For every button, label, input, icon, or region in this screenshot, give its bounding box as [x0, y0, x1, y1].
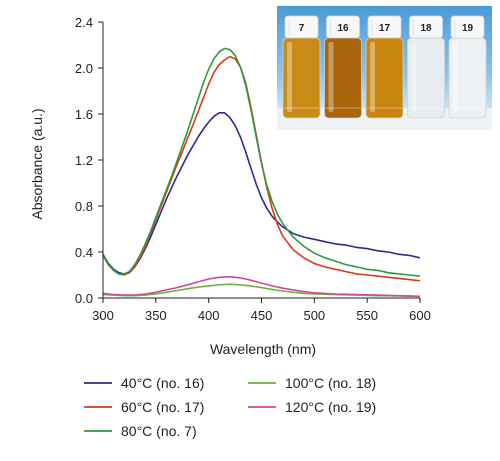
y-axis-label: Absorbance (a.u.): [29, 108, 45, 219]
legend-label-2: 60°C (no. 17): [121, 399, 204, 415]
legend-label-4: 100°C (no. 18): [285, 375, 376, 391]
series-line-3: [102, 47, 421, 277]
series-line-5: [102, 275, 421, 298]
y-tick-label: 2.4: [75, 15, 93, 30]
series-line-1: [102, 112, 421, 275]
legend-label-5: 120°C (no. 19): [285, 399, 376, 415]
axes: 300 350 400 450 500 550 600 0.0 0.4 0.8 1.2 1.6 2.0 2…: [75, 15, 431, 323]
vial-body: [448, 37, 487, 119]
vial-body: [365, 37, 404, 119]
vial-label-4: 18: [420, 23, 432, 34]
legend-label-1: 40°C (no. 16): [121, 375, 204, 391]
x-axis-label: Wavelength (nm): [210, 341, 316, 357]
x-tick-label: 300: [92, 308, 114, 323]
vial-body: [282, 37, 321, 119]
y-tick-label: 0.8: [75, 199, 93, 214]
vial-2: 16: [324, 15, 362, 119]
vial-highlight: [370, 42, 375, 112]
series-line-2: [102, 55, 421, 282]
vial-highlight: [411, 42, 417, 112]
vial-3: 17: [365, 15, 404, 119]
x-tick-label: 350: [145, 308, 167, 323]
x-tick-label: 500: [303, 308, 325, 323]
legend: 40°C (no. 16) 60°C (no. 17) 80°C (no. 7) 10…: [84, 375, 376, 439]
vial-5: 19: [448, 15, 487, 119]
vial-4: 18: [407, 15, 445, 119]
vial-highlight: [328, 42, 334, 112]
legend-label-3: 80°C (no. 7): [121, 423, 197, 439]
vial-body: [407, 37, 445, 119]
vial-label-1: 7: [299, 23, 305, 34]
x-tick-label: 600: [409, 308, 431, 323]
y-tick-label: 1.2: [75, 153, 93, 168]
y-tick-label: 2.0: [75, 61, 93, 76]
y-tick-label: 1.6: [75, 107, 93, 122]
vial-highlight: [453, 42, 458, 112]
vial-label-3: 17: [379, 23, 391, 34]
y-tick-label: 0.0: [75, 291, 93, 306]
vial-highlight: [287, 42, 292, 112]
x-tick-label: 400: [198, 308, 220, 323]
x-tick-label: 550: [356, 308, 378, 323]
y-tick-label: 0.4: [75, 245, 93, 260]
vial-1: 7: [282, 15, 321, 119]
x-tick-label: 450: [251, 308, 273, 323]
vial-label-5: 19: [462, 23, 474, 34]
plot-area: [102, 47, 421, 298]
inset-vial-photo: 7 16 17 18 19: [277, 6, 492, 130]
vial-label-2: 16: [337, 23, 349, 34]
vial-body: [324, 37, 362, 119]
